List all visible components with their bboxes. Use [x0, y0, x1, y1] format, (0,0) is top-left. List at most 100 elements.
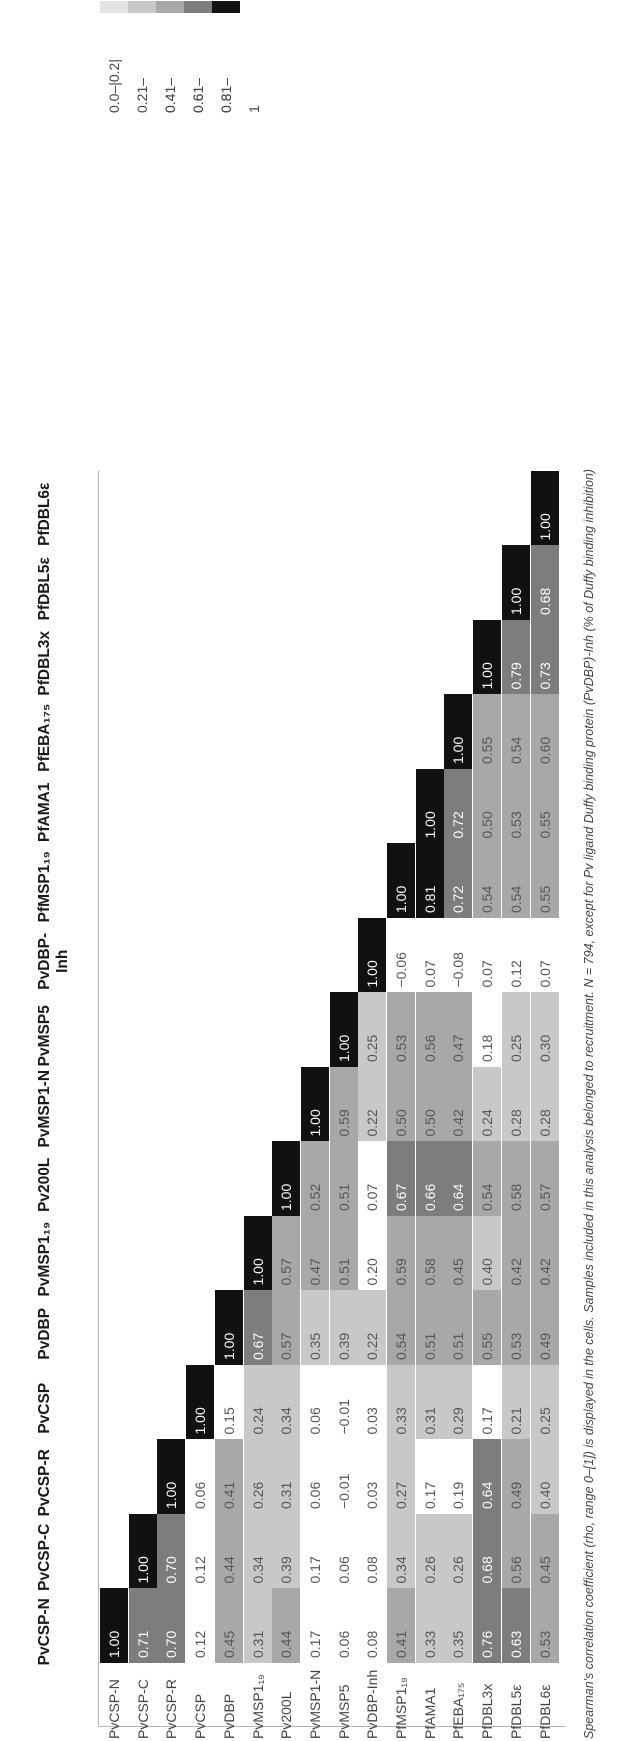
correlation-cell: 0.07	[421, 960, 438, 988]
row-label: PvDBP	[220, 1693, 237, 1739]
correlation-cell: 0.67	[243, 1290, 272, 1365]
correlation-cell: 0.33	[415, 1588, 444, 1663]
diagonal-cell: 1.00	[243, 1216, 272, 1291]
diagonal-cell: 1.00	[358, 918, 387, 993]
column-header: PvDBP- Inh	[36, 932, 71, 990]
legend-label: 0.61–0.8	[190, 77, 234, 113]
correlation-cell: −0.01	[335, 1399, 352, 1435]
correlation-cell: 0.21	[501, 1365, 530, 1440]
row-label: PvMSP1-N	[306, 1669, 323, 1739]
column-header: PvMSP5	[36, 1005, 53, 1067]
correlation-cell: 0.30	[530, 992, 559, 1067]
column-header: PfDBL3x	[36, 630, 53, 696]
column-header: Pv200L	[36, 1157, 53, 1212]
correlation-cell: 0.56	[415, 992, 444, 1067]
correlation-cell: 0.40	[473, 1216, 502, 1291]
correlation-cell: 0.40	[530, 1439, 559, 1514]
correlation-cell: 0.03	[364, 1407, 381, 1435]
correlation-cell: 0.24	[243, 1365, 272, 1440]
correlation-cell: 0.64	[473, 1439, 502, 1514]
column-header: PfAMA1	[36, 782, 53, 842]
row-label: PvMSP5	[335, 1684, 352, 1739]
correlation-cell: 0.57	[272, 1216, 301, 1291]
row-label: PfEBA₁₇₅	[450, 1682, 467, 1739]
correlation-cell: 0.41	[214, 1439, 243, 1514]
correlation-cell: 0.73	[530, 620, 559, 695]
correlation-cell: 0.27	[387, 1439, 415, 1514]
correlation-cell: 0.12	[192, 1630, 209, 1658]
row-label: PvCSP-C	[134, 1679, 151, 1739]
correlation-cell: 0.55	[473, 694, 502, 769]
correlation-cell: 0.52	[300, 1141, 329, 1216]
correlation-cell: 0.26	[415, 1514, 444, 1589]
row-label: Pv200L	[278, 1691, 295, 1739]
correlation-cell: 0.45	[214, 1588, 243, 1663]
correlation-cell: 0.17	[479, 1407, 496, 1435]
legend-swatch	[156, 1, 184, 13]
correlation-cell: 0.76	[473, 1588, 502, 1663]
correlation-cell: 0.44	[214, 1514, 243, 1589]
diagonal-cell: 1.00	[530, 471, 559, 546]
diagonal-cell: 1.00	[473, 620, 502, 695]
correlation-cell: 0.53	[501, 1290, 530, 1365]
correlation-cell: 0.06	[306, 1407, 323, 1435]
correlation-cell: 0.79	[501, 620, 530, 695]
diagonal-cell: 1.00	[272, 1141, 301, 1216]
row-label: PfAMA1	[421, 1687, 438, 1739]
correlation-cell: 0.15	[220, 1407, 237, 1435]
correlation-cell: 0.25	[501, 992, 530, 1067]
correlation-cell: 0.47	[300, 1216, 329, 1291]
correlation-cell: 0.19	[450, 1481, 467, 1509]
correlation-cell: 0.50	[473, 769, 502, 844]
correlation-cell: 0.07	[479, 960, 496, 988]
column-header: PvMSP1-N	[36, 1069, 53, 1148]
column-header: PfDBL6ε	[36, 482, 53, 546]
correlation-cell: 0.57	[272, 1290, 301, 1365]
legend-label: 0.81–1	[218, 77, 262, 113]
correlation-cell: 0.07	[364, 1183, 381, 1211]
correlation-cell: 0.42	[530, 1216, 559, 1291]
correlation-cell: 0.58	[415, 1216, 444, 1291]
correlation-cell: −0.01	[335, 1473, 352, 1509]
correlation-cell: 0.31	[272, 1439, 301, 1514]
correlation-cell: 0.28	[530, 1067, 559, 1142]
correlation-cell: 0.70	[157, 1514, 186, 1589]
correlation-cell: 0.06	[192, 1481, 209, 1509]
row-label: PfDBL5ε	[507, 1684, 524, 1740]
correlation-cell: 0.12	[192, 1556, 209, 1584]
diagonal-cell: 1.00	[501, 545, 530, 620]
correlation-cell: 0.59	[387, 1216, 415, 1291]
column-header: PvCSP-R	[36, 1449, 53, 1517]
correlation-cell: 0.70	[157, 1588, 186, 1663]
correlation-cell: 0.47	[444, 992, 473, 1067]
correlation-cell: 0.55	[530, 769, 559, 844]
correlation-cell: 0.54	[501, 843, 530, 918]
column-header: PfDBL5ε	[36, 557, 53, 621]
legend-swatch	[184, 1, 212, 13]
correlation-cell: 0.72	[444, 843, 473, 918]
correlation-cell: 0.12	[507, 960, 524, 988]
legend-label: 0.0–|0.2|	[106, 59, 122, 113]
correlation-cell: 0.35	[300, 1290, 329, 1365]
correlation-cell: 0.24	[473, 1067, 502, 1142]
correlation-cell: 0.08	[364, 1556, 381, 1584]
diagonal-cell: 1.00	[329, 992, 358, 1067]
correlation-cell: 0.55	[473, 1290, 502, 1365]
correlation-cell: 0.42	[501, 1216, 530, 1291]
correlation-cell: 0.72	[444, 769, 473, 844]
correlation-cell: 0.66	[415, 1141, 444, 1216]
row-label: PvCSP	[192, 1693, 209, 1739]
column-header: PvCSP-C	[36, 1523, 53, 1591]
column-header: PvCSP-N	[36, 1598, 53, 1666]
legend-label: 0.21–0.4	[134, 77, 178, 113]
correlation-cell: 0.55	[530, 843, 559, 918]
correlation-cell: 0.54	[501, 694, 530, 769]
correlation-cell: 0.60	[530, 694, 559, 769]
legend-swatch	[212, 1, 240, 13]
correlation-cell: 0.50	[387, 1067, 415, 1142]
legend-swatch	[100, 1, 128, 13]
correlation-cell: 0.64	[444, 1141, 473, 1216]
correlation-cell: 0.67	[387, 1141, 415, 1216]
